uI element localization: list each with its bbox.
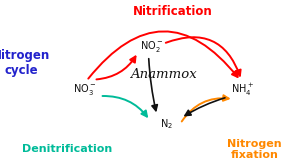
FancyArrowPatch shape	[88, 31, 238, 79]
Text: $\mathsf{N_2}$: $\mathsf{N_2}$	[160, 118, 173, 131]
FancyArrowPatch shape	[166, 37, 241, 76]
FancyArrowPatch shape	[96, 56, 135, 79]
Text: Nitrification: Nitrification	[133, 5, 213, 18]
FancyArrowPatch shape	[149, 59, 157, 111]
FancyArrowPatch shape	[185, 98, 225, 116]
Text: Nitrogen
cycle: Nitrogen cycle	[0, 49, 50, 77]
Text: $\mathsf{NH_4^+}$: $\mathsf{NH_4^+}$	[231, 82, 254, 98]
FancyArrowPatch shape	[182, 95, 229, 122]
Text: $\mathsf{NO_2^-}$: $\mathsf{NO_2^-}$	[140, 39, 163, 54]
Text: Nitrogen
fixation: Nitrogen fixation	[227, 139, 282, 160]
Text: Denitrification: Denitrification	[22, 144, 112, 154]
FancyArrowPatch shape	[102, 96, 147, 117]
Text: Anammox: Anammox	[130, 68, 197, 81]
Text: $\mathsf{NO_3^-}$: $\mathsf{NO_3^-}$	[73, 82, 97, 97]
